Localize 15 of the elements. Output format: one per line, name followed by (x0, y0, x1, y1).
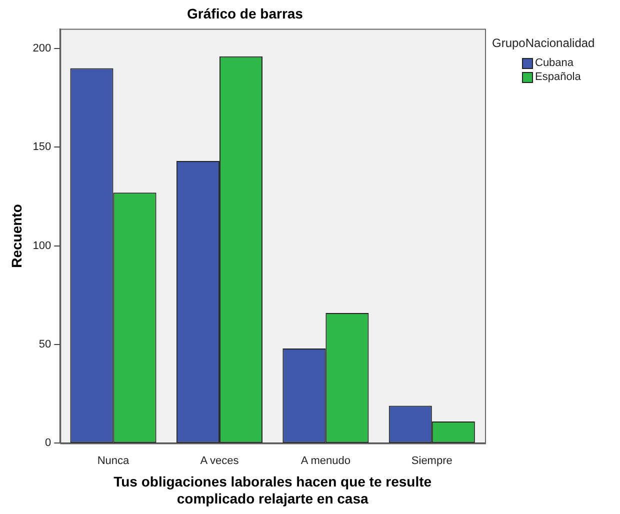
x-tick-label: A veces (200, 454, 240, 467)
y-tick-label: 150 (32, 141, 52, 154)
legend-title: GrupoNacionalidad (492, 36, 595, 50)
y-axis-title: Recuento (8, 204, 24, 268)
x-tick-label: A menudo (300, 454, 350, 467)
y-tick-label: 50 (38, 338, 52, 351)
x-tick-label: Siempre (411, 454, 452, 467)
chart-title: Gráfico de barras (187, 5, 304, 22)
legend-label: Española (535, 71, 581, 83)
legend-label: Cubana (535, 57, 574, 69)
y-tick-label: 100 (32, 240, 52, 252)
y-tick-label: 0 (45, 437, 52, 450)
y-tick-label: 200 (32, 42, 52, 55)
x-axis-title: Tus obligaciones laborales hacen que te resulte complicado relajarte en casa (114, 474, 432, 506)
x-tick-label: Nunca (97, 454, 130, 467)
